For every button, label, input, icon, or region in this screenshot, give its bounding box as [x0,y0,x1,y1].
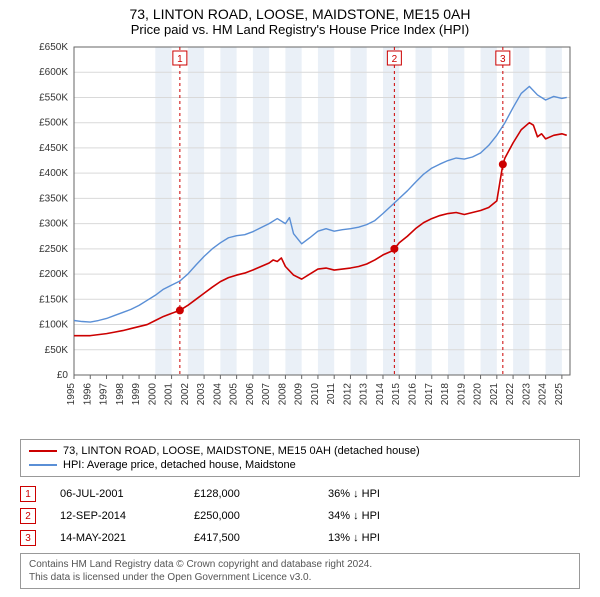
svg-text:1999: 1999 [131,383,142,406]
svg-text:£100K: £100K [39,320,68,331]
svg-text:2016: 2016 [408,383,419,406]
svg-text:2023: 2023 [521,383,532,406]
chart-title: 73, LINTON ROAD, LOOSE, MAIDSTONE, ME15 … [0,0,600,22]
svg-text:2019: 2019 [456,383,467,406]
svg-text:1997: 1997 [99,383,110,406]
svg-text:£250K: £250K [39,244,68,255]
svg-text:£650K: £650K [39,42,68,53]
legend-label: 73, LINTON ROAD, LOOSE, MAIDSTONE, ME15 … [63,445,420,457]
svg-text:2004: 2004 [212,383,223,406]
sale-event-price: £417,500 [194,532,304,544]
chart-subtitle: Price paid vs. HM Land Registry's House … [0,22,600,41]
sale-event-row: 2 12-SEP-2014 £250,000 34% ↓ HPI [20,505,580,527]
svg-text:2008: 2008 [277,383,288,406]
sale-event-row: 1 06-JUL-2001 £128,000 36% ↓ HPI [20,483,580,505]
svg-text:2020: 2020 [473,383,484,406]
legend-item: HPI: Average price, detached house, Maid… [29,458,571,472]
svg-text:1996: 1996 [82,383,93,406]
svg-text:£300K: £300K [39,219,68,230]
data-attribution: Contains HM Land Registry data © Crown c… [20,553,580,589]
svg-text:2013: 2013 [359,383,370,406]
svg-text:2017: 2017 [424,383,435,406]
sale-event-price: £250,000 [194,510,304,522]
svg-text:1998: 1998 [115,383,126,406]
sale-event-date: 06-JUL-2001 [60,488,170,500]
svg-text:£200K: £200K [39,269,68,280]
svg-text:2007: 2007 [261,383,272,406]
sale-event-hpi-delta: 34% ↓ HPI [328,510,438,522]
legend-swatch [29,450,57,452]
sale-event-date: 12-SEP-2014 [60,510,170,522]
svg-text:2024: 2024 [538,383,549,406]
svg-text:2000: 2000 [147,383,158,406]
svg-text:£150K: £150K [39,294,68,305]
sale-event-badge: 3 [20,530,36,546]
svg-text:2006: 2006 [245,383,256,406]
svg-text:1995: 1995 [66,383,77,406]
svg-text:2011: 2011 [326,383,337,405]
sale-event-badge: 1 [20,486,36,502]
svg-text:£550K: £550K [39,92,68,103]
chart-container: { "title": "73, LINTON ROAD, LOOSE, MAID… [0,0,600,589]
svg-text:2001: 2001 [164,383,175,406]
svg-text:2018: 2018 [440,383,451,406]
svg-text:2: 2 [392,54,398,65]
svg-text:2009: 2009 [294,383,305,406]
attribution-line-1: Contains HM Land Registry data © Crown c… [29,558,571,571]
svg-text:£600K: £600K [39,67,68,78]
svg-text:2002: 2002 [180,383,191,406]
svg-text:2022: 2022 [505,383,516,406]
chart-plot: £0 £50K £100K £150K £200K £250K £300K £350K £400… [20,41,580,431]
svg-text:1: 1 [177,54,183,65]
sale-events-table: 1 06-JUL-2001 £128,000 36% ↓ HPI 2 12-SEP-201… [20,483,580,549]
svg-text:2005: 2005 [229,383,240,406]
sale-event-price: £128,000 [194,488,304,500]
legend-box: 73, LINTON ROAD, LOOSE, MAIDSTONE, ME15 … [20,439,580,477]
legend-label: HPI: Average price, detached house, Maid… [63,459,296,471]
sale-event-hpi-delta: 13% ↓ HPI [328,532,438,544]
legend-item: 73, LINTON ROAD, LOOSE, MAIDSTONE, ME15 … [29,444,571,458]
svg-text:3: 3 [500,54,506,65]
svg-text:2014: 2014 [375,383,386,406]
legend-swatch [29,464,57,466]
svg-text:£450K: £450K [39,143,68,154]
svg-text:£500K: £500K [39,118,68,129]
svg-text:2021: 2021 [489,383,500,406]
svg-text:2003: 2003 [196,383,207,406]
attribution-line-2: This data is licensed under the Open Gov… [29,571,571,584]
sale-event-hpi-delta: 36% ↓ HPI [328,488,438,500]
svg-text:2010: 2010 [310,383,321,406]
sale-event-date: 14-MAY-2021 [60,532,170,544]
svg-text:£50K: £50K [45,345,69,356]
sale-event-badge: 2 [20,508,36,524]
chart-svg: £0 £50K £100K £150K £200K £250K £300K £350K £400… [20,41,580,431]
svg-text:£400K: £400K [39,168,68,179]
svg-text:2015: 2015 [391,383,402,406]
svg-text:£350K: £350K [39,193,68,204]
svg-text:2025: 2025 [554,383,565,406]
svg-text:2012: 2012 [342,383,353,406]
sale-event-row: 3 14-MAY-2021 £417,500 13% ↓ HPI [20,527,580,549]
svg-text:£0: £0 [57,370,69,381]
